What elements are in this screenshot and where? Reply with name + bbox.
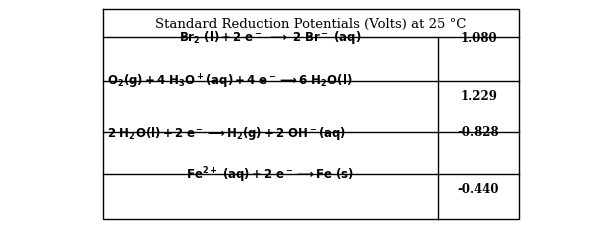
Text: $\mathbf{Fe^{2+}}$ $\mathbf{(aq) + 2\ e^- \longrightarrow Fe\ (s)}$: $\mathbf{Fe^{2+}}$ $\mathbf{(aq) + 2\ e^… [187,164,354,184]
Text: -0.828: -0.828 [457,126,499,139]
Text: 1.229: 1.229 [460,90,497,103]
Text: 1.080: 1.080 [460,31,497,44]
Text: -0.440: -0.440 [458,182,499,195]
Text: $\mathbf{O_2(g) + 4\ H_3O^+(aq) + 4\ e^- \longrightarrow 6\ H_2O(l)}$: $\mathbf{O_2(g) + 4\ H_3O^+(aq) + 4\ e^-… [107,73,352,91]
Text: $\mathbf{2\ H_2O(l) + 2\ e^- \longrightarrow H_2(g) + 2\ OH^-(aq)}$: $\mathbf{2\ H_2O(l) + 2\ e^- \longrighta… [107,124,346,141]
Text: Standard Reduction Potentials (Volts) at 25 °C: Standard Reduction Potentials (Volts) at… [155,17,467,30]
Text: $\mathbf{Br_2}$ $\mathbf{(l) + 2\ e^-}$ $\mathbf{\longrightarrow}$ $\mathbf{2\ B: $\mathbf{Br_2}$ $\mathbf{(l) + 2\ e^-}$ … [179,29,362,46]
